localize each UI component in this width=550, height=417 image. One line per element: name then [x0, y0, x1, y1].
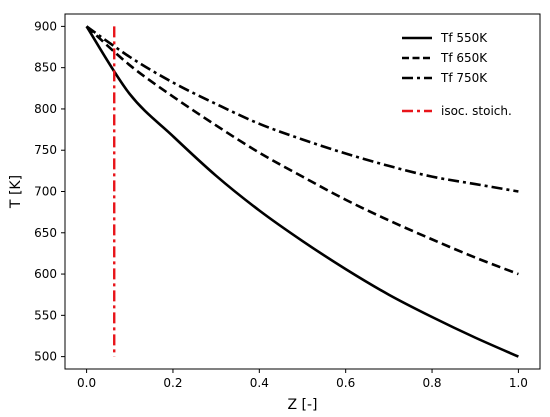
y-tick-label: 650	[34, 226, 57, 240]
series-line-tf-650k	[85, 25, 519, 276]
x-tick-label: 0.6	[336, 376, 355, 390]
y-axis: 500 550 600 650 700 750 800 850 900	[34, 19, 65, 364]
y-tick-label: 800	[34, 102, 57, 116]
plot-frame	[64, 13, 541, 370]
x-tick-label: 0.0	[77, 376, 96, 390]
y-tick-label: 750	[34, 143, 57, 157]
x-tick-label: 0.4	[250, 376, 269, 390]
plot-lines	[85, 25, 519, 358]
legend-label-tf-750k: Tf 750K	[440, 71, 488, 85]
y-tick-label: 550	[34, 308, 57, 322]
y-tick-label: 850	[34, 61, 57, 75]
x-axis: 0.0 0.2 0.4 0.6 0.8 1.0	[77, 369, 528, 390]
y-tick-label: 700	[34, 185, 57, 199]
legend-label-tf-650k: Tf 650K	[440, 51, 488, 65]
x-tick-label: 0.8	[422, 376, 441, 390]
y-tick-label: 500	[34, 350, 57, 364]
legend-label-tf-550k: Tf 550K	[440, 31, 488, 45]
x-tick-label: 1.0	[509, 376, 528, 390]
y-axis-label: T [K]	[8, 175, 24, 209]
x-tick-label: 0.2	[163, 376, 182, 390]
legend-label-isoc-stoich: isoc. stoich.	[441, 104, 512, 118]
series-line-tf-750k	[85, 25, 519, 193]
y-tick-label: 900	[34, 19, 57, 33]
legend: Tf 550K Tf 650K Tf 750K isoc. stoich.	[402, 31, 512, 118]
y-tick-label: 600	[34, 267, 57, 281]
series-line-tf-550k	[85, 25, 519, 358]
x-axis-label: Z [-]	[287, 397, 317, 413]
